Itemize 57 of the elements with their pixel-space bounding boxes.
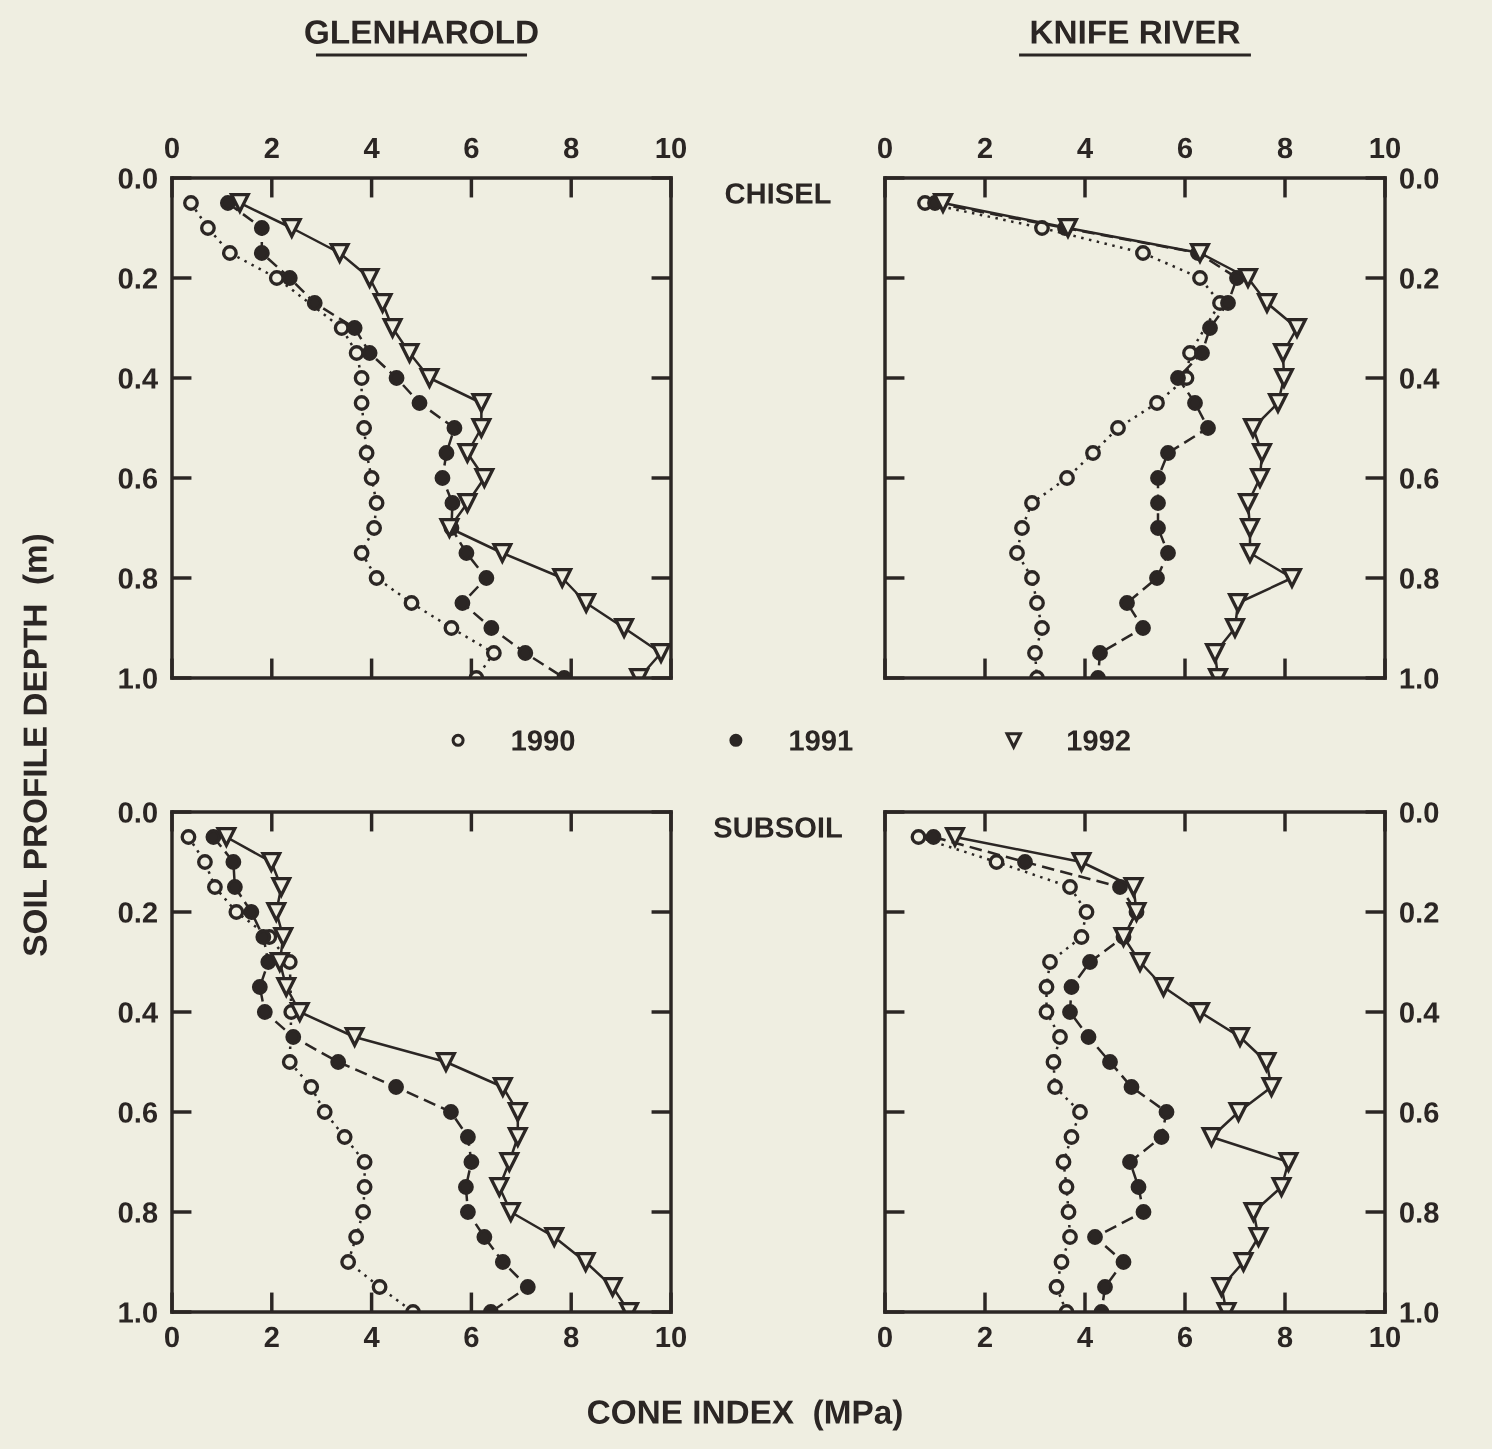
x-tick-label: 8 — [1277, 1326, 1293, 1348]
x-tick-label: 8 — [1277, 137, 1293, 159]
y-tick-label: 0.0 — [118, 802, 157, 823]
x-tick-label: 6 — [464, 137, 479, 159]
y-tick-label: 0.4 — [1400, 368, 1440, 389]
text: CHISEL — [725, 183, 831, 204]
x-tick-label: 2 — [264, 1326, 279, 1348]
x-tick-label: 8 — [564, 137, 579, 159]
x-tick-label: 6 — [1177, 1326, 1193, 1348]
x-tick-label: 2 — [977, 137, 992, 159]
y-tick-label: 0.6 — [118, 1102, 158, 1123]
y-tick-label: 0.0 — [1400, 168, 1439, 189]
x-tick-label: 4 — [1077, 137, 1093, 159]
y-tick-label: 0.4 — [118, 368, 158, 389]
legend-label: 1990 — [512, 730, 575, 751]
legend-label: 1991 — [790, 730, 853, 751]
y-tick-label: 0.8 — [118, 1202, 158, 1223]
legend-label: 1992 — [1068, 730, 1130, 751]
y-tick-label: 0.4 — [1400, 1002, 1440, 1023]
x-tick-label: 10 — [1370, 137, 1401, 159]
x-tick-label: 4 — [1077, 1326, 1093, 1348]
x-tick-label: 0 — [165, 1326, 179, 1348]
y-tick-label: 1.0 — [1400, 1302, 1439, 1323]
y-tick-label: 0.8 — [118, 568, 158, 589]
y-tick-label: 1.0 — [119, 1302, 157, 1323]
x-tick-label: 0 — [878, 1326, 892, 1348]
y-tick-label: 0.6 — [1400, 468, 1439, 489]
y-tick-label: 0.2 — [1400, 902, 1439, 923]
x-tick-label: 10 — [656, 137, 687, 159]
x-axis-title: CONE INDEX (MPa) — [588, 1399, 902, 1431]
x-tick-label: 8 — [564, 1326, 579, 1348]
x-tick-label: 2 — [264, 137, 279, 159]
y-tick-label: 0.0 — [118, 168, 157, 189]
y-tick-label: 0.0 — [1400, 802, 1439, 823]
y-tick-label: 0.6 — [118, 468, 158, 489]
chart-title: GLENHAROLD — [305, 20, 538, 44]
x-tick-label: 10 — [656, 1326, 687, 1348]
y-axis-title: SOIL PROFILE DEPTH (m) — [22, 534, 54, 956]
y-tick-label: 0.6 — [1400, 1102, 1439, 1123]
y-tick-label: 0.2 — [118, 268, 157, 289]
y-tick-label: 0.4 — [118, 1002, 158, 1023]
y-tick-label: 0.2 — [1400, 268, 1439, 289]
x-tick-label: 6 — [464, 1326, 479, 1348]
y-tick-label: 0.2 — [118, 902, 157, 923]
y-tick-label: 0.8 — [1400, 568, 1439, 589]
x-tick-label: 0 — [878, 137, 892, 159]
x-tick-label: 4 — [363, 137, 380, 159]
y-tick-label: 1.0 — [119, 668, 157, 689]
y-tick-label: 0.8 — [1400, 1202, 1439, 1223]
x-tick-label: 4 — [363, 1326, 380, 1348]
x-tick-label: 2 — [977, 1326, 992, 1348]
y-tick-label: 1.0 — [1400, 668, 1439, 689]
chart-title: KNIFE RIVER — [1031, 20, 1240, 44]
x-tick-label: 6 — [1177, 137, 1193, 159]
x-tick-label: 0 — [165, 137, 179, 159]
x-tick-label: 10 — [1370, 1326, 1401, 1348]
text: SUBSOIL — [714, 817, 842, 838]
